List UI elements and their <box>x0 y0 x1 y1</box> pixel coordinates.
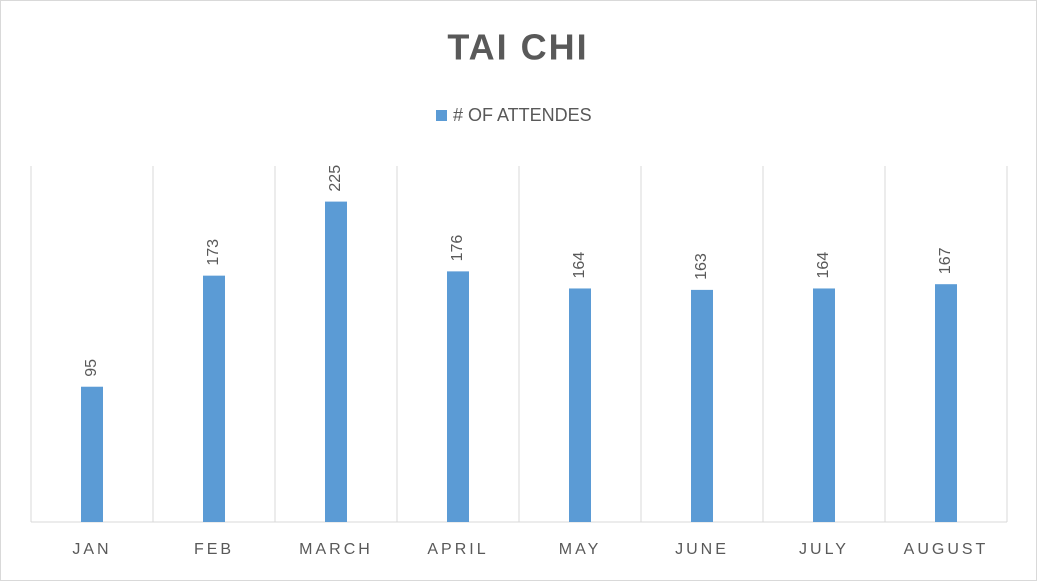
x-tick-label: JAN <box>72 541 111 558</box>
data-label: 173 <box>205 239 222 266</box>
x-tick-label: MAY <box>559 541 601 558</box>
legend-swatch <box>436 110 447 121</box>
data-label: 164 <box>815 252 832 279</box>
data-label: 225 <box>327 165 344 192</box>
bar <box>81 386 103 522</box>
bar <box>691 289 713 522</box>
data-label: 176 <box>449 235 466 262</box>
legend-label: # OF ATTENDES <box>453 105 592 125</box>
data-label: 95 <box>83 359 100 377</box>
x-tick-label: MARCH <box>299 541 373 558</box>
chart-title: TAI CHI <box>447 27 588 68</box>
data-label: 167 <box>937 247 954 274</box>
bar <box>935 284 957 522</box>
x-tick-label: JUNE <box>675 541 729 558</box>
bar <box>569 288 591 522</box>
bar <box>813 288 835 522</box>
bar <box>203 275 225 522</box>
data-label: 163 <box>693 253 710 280</box>
x-tick-label: FEB <box>194 541 234 558</box>
bar <box>325 201 347 522</box>
bar <box>447 271 469 522</box>
x-tick-label: JULY <box>799 541 849 558</box>
data-label: 164 <box>571 252 588 279</box>
x-tick-label: AUGUST <box>904 541 989 558</box>
x-tick-label: APRIL <box>427 541 488 558</box>
